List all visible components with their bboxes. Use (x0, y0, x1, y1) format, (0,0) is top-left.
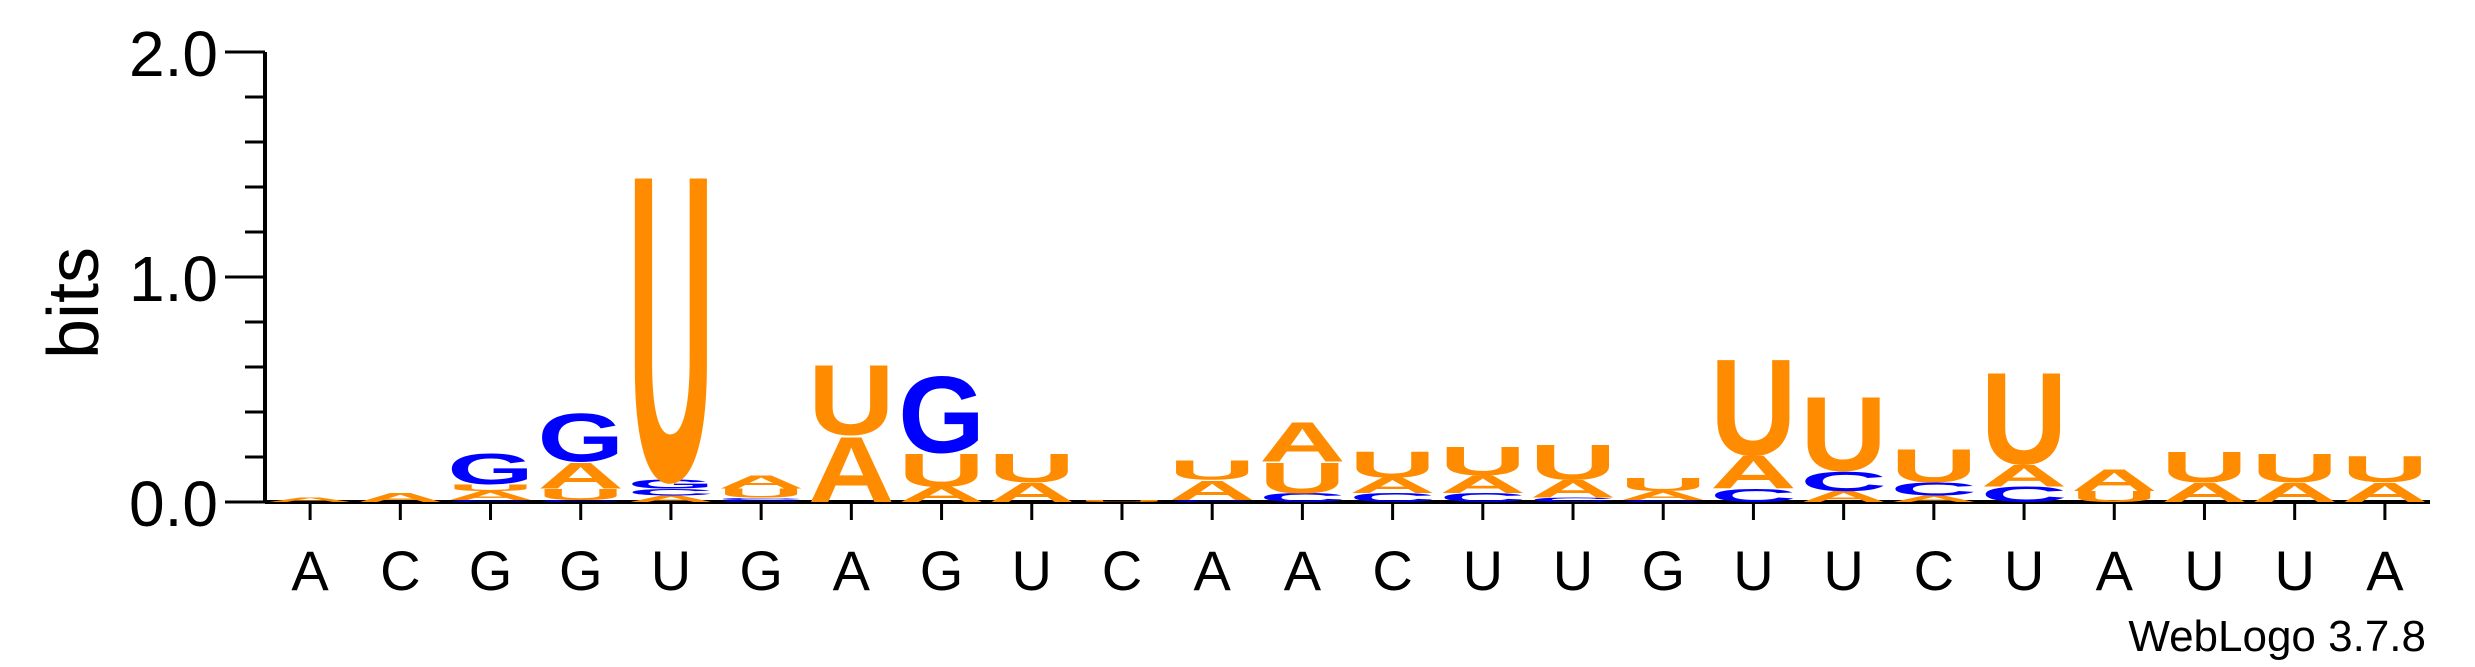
logo-letter-u: U (1891, 440, 1978, 492)
logo-letter-g: G (447, 444, 534, 493)
logo-letter-a: A (1800, 488, 1887, 505)
x-tick-label: C (1102, 539, 1142, 602)
logo-letter-c: C (1800, 466, 1887, 497)
logo-letter-u: U (1349, 443, 1436, 485)
x-tick-label: A (2366, 539, 2404, 602)
axes: 0.0 1.0 2.0 (129, 18, 2430, 540)
logo-letter-g: G (537, 399, 624, 476)
logo-letter-c: C (1259, 491, 1346, 505)
logo-letter-u: U (1259, 454, 1346, 503)
logo-letter-a: A (1530, 475, 1617, 503)
logo-letter-a: A (1891, 494, 1978, 504)
logo-letter-u: U (1079, 499, 1166, 503)
logo-letter-a: A (357, 491, 444, 505)
logo-letter-u: U (988, 445, 1075, 490)
logo-letter-c: C (537, 499, 624, 503)
x-tick-label: U (651, 539, 691, 602)
x-tick-label: G (469, 539, 513, 602)
logo-letter-a: A (1169, 475, 1256, 506)
logo-letter-c: C (718, 497, 805, 501)
logo-letter-u: U (1169, 454, 1256, 485)
x-tick-label: C (1914, 539, 1954, 602)
logo-letter-a: A (1710, 447, 1797, 499)
logo-letter-c: C (1891, 478, 1978, 499)
x-tick-label: A (1284, 539, 1322, 602)
logo-letter-u: U (1530, 435, 1617, 491)
logo-letter-u: U (1710, 331, 1797, 484)
logo-letter-c: C (1710, 485, 1797, 506)
x-tick-label: G (1641, 539, 1685, 602)
logo-letter-c: C (628, 487, 715, 497)
logo-letter-g: G (898, 354, 985, 476)
y-tick-label: 1.0 (129, 243, 218, 315)
logo-letter-a: A (1981, 458, 2068, 493)
logo-letter-g: G (628, 477, 715, 491)
x-tick-label: A (833, 539, 871, 602)
logo-letter-c: C (1620, 499, 1707, 503)
x-tick-label: A (291, 539, 329, 602)
logo-letter-a: A (267, 496, 354, 503)
logo-letter-a: A (1259, 410, 1346, 473)
x-tick-label: U (1012, 539, 1052, 602)
logo-letter-u: U (2161, 442, 2248, 491)
logo-letter-u: U (2251, 445, 2338, 490)
x-tick-label: C (380, 539, 420, 602)
logo-letter-c: C (1530, 496, 1617, 503)
x-tick-label: C (1372, 539, 1412, 602)
x-tick-label: G (920, 539, 964, 602)
logo-letter-c: C (1440, 491, 1527, 505)
logo-letter-a: A (1349, 473, 1436, 497)
logo-letter-a: A (1440, 471, 1527, 499)
logo-letter-a: A (718, 472, 805, 493)
logo-letter-u: U (808, 345, 895, 456)
logo-letter-u: U (1620, 474, 1707, 495)
logo-letter-u: U (1440, 438, 1527, 483)
logo-letter-u: U (898, 445, 985, 497)
x-tick-label: G (559, 539, 603, 602)
logo-letter-u: U (1800, 375, 1887, 494)
logo-letter-a: A (447, 489, 534, 503)
y-tick-label: 2.0 (129, 18, 218, 90)
x-tick-label: U (1733, 539, 1773, 602)
x-tick-label: U (2004, 539, 2044, 602)
x-tick-label: U (1463, 539, 1503, 602)
logo-letter-u: U (2071, 488, 2158, 505)
logo-letter-u: U (2342, 448, 2429, 490)
logo-letter-a: A (628, 494, 715, 504)
x-tick-label: U (1823, 539, 1863, 602)
weblogo-credit: WebLogo 3.7.8 (2128, 612, 2426, 661)
x-tick-label: U (2274, 539, 2314, 602)
logo-letter-c: C (1169, 499, 1256, 503)
x-tick-label: A (1194, 539, 1232, 602)
logo-letter-a: A (1620, 489, 1707, 503)
logo-letter-c: C (447, 499, 534, 503)
x-tick-label: U (2184, 539, 2224, 602)
logo-letter-u: U (628, 84, 715, 572)
logo-letter-g: G (718, 499, 805, 502)
logo-letter-c: C (1349, 491, 1436, 505)
logo-letter-u: U (1981, 345, 2068, 492)
logo-letter-a: A (2071, 463, 2158, 498)
logo-letter-u: U (447, 482, 534, 492)
logo-letter-u: U (718, 486, 805, 500)
logo-letter-a: A (537, 455, 624, 497)
y-tick-label: 0.0 (129, 468, 218, 540)
x-tick-label: A (2096, 539, 2134, 602)
x-tick-label: U (1553, 539, 1593, 602)
x-tick-label: G (739, 539, 783, 602)
y-axis-label: bits (34, 247, 114, 359)
logo-letter-u: U (537, 486, 624, 503)
